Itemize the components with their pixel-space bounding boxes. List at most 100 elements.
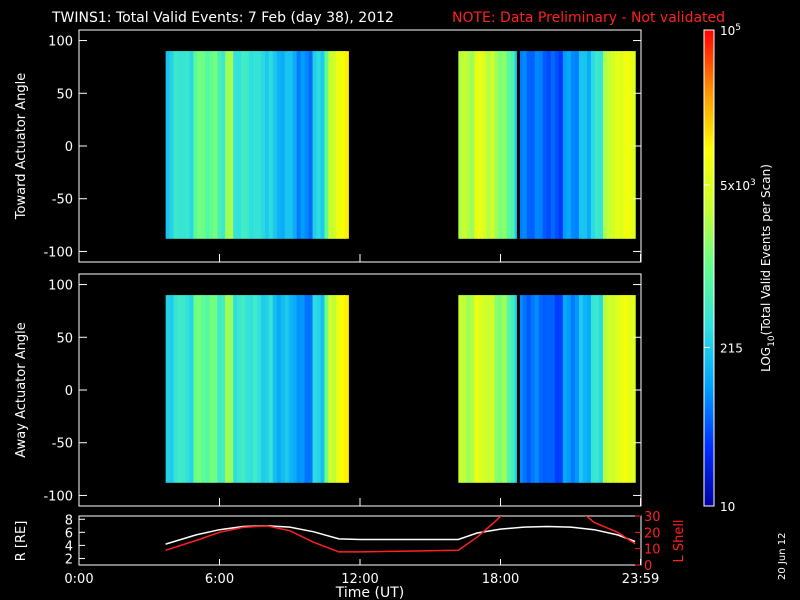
heatmap-cell (197, 295, 202, 483)
heatmap-cell (344, 51, 349, 239)
heatmap-cell (586, 51, 592, 239)
heatmap-cell (607, 51, 612, 239)
heatmap-cell (185, 295, 191, 483)
heatmap-cell (217, 295, 222, 483)
heatmap-cell (205, 295, 210, 483)
colorbar-tick-label: 10 (720, 500, 735, 514)
heatmap-cell (570, 51, 576, 239)
away-panel: 100 50 0 -50 -100 Away Actuator Angle (14, 273, 642, 507)
orbit-ylabel: R [RE] (14, 521, 29, 562)
heatmap-cell (245, 51, 250, 239)
heatmap-cell (490, 51, 496, 239)
heatmap-cell (237, 295, 242, 483)
heatmap-cell (534, 51, 540, 239)
heatmap-cell (510, 51, 516, 239)
heatmap-cell (189, 51, 195, 239)
heatmap-cell (566, 51, 572, 239)
heatmap-cell (245, 295, 250, 483)
heatmap-cell (241, 51, 246, 239)
heatmap-cell (534, 295, 540, 483)
heatmap-cell (611, 295, 616, 483)
x-tick-label: 18:00 (482, 572, 519, 587)
heatmap-cell (284, 51, 290, 239)
heatmap-cell (288, 295, 294, 483)
heatmap-cell (324, 51, 330, 239)
orbit-xlabel: Time (UT) (335, 585, 404, 600)
heatmap-cell (340, 295, 345, 483)
orbit-y-tick-label: 4 (65, 539, 73, 554)
heatmap-cell (288, 51, 294, 239)
heatmap-cell (233, 295, 238, 483)
heatmap-cell (217, 51, 222, 239)
orbit-y-tick-label-right: 0 (644, 559, 652, 574)
heatmap-cell (594, 295, 600, 483)
heatmap-cell (312, 51, 318, 239)
heatmap-cell (229, 295, 234, 483)
colorbar-scale (703, 29, 715, 507)
heatmap-cell (486, 51, 492, 239)
heatmap-cell (631, 51, 636, 239)
heatmap-cell (316, 295, 322, 483)
heatmap-cell (304, 51, 310, 239)
heatmap-cell (308, 295, 314, 483)
heatmap-cell (336, 51, 341, 239)
heatmap-cell (502, 51, 508, 239)
heatmap-cell (237, 51, 242, 239)
heatmap-cell (562, 295, 568, 483)
heatmap-cell (598, 51, 604, 239)
heatmap-cell (518, 51, 524, 239)
heatmap-cell (181, 295, 187, 483)
heatmap-cell (506, 295, 512, 483)
heatmap-cell (466, 295, 472, 483)
heatmap-cell (264, 295, 270, 483)
heatmap-cell (320, 295, 326, 483)
heatmap-cell (328, 51, 334, 239)
heatmap-cell (522, 295, 528, 483)
colorbar-tick-label: 5x103 (720, 178, 756, 193)
heatmap-cell (272, 295, 278, 483)
heatmap-cell (510, 295, 516, 483)
data-gap (516, 51, 520, 239)
heatmap-cell (312, 295, 318, 483)
y-tick-label: 50 (56, 87, 73, 102)
heatmap-cell (280, 51, 286, 239)
heatmap-cell (268, 51, 274, 239)
heatmap-cell (177, 51, 183, 239)
heatmap-cell (225, 295, 230, 483)
heatmap-cell (494, 51, 500, 239)
heatmap-cell (296, 51, 302, 239)
heatmap-cell (268, 295, 274, 483)
heatmap-cell (193, 51, 199, 239)
heatmap-cell (462, 51, 467, 239)
colorbar-tick-label: 215 (720, 341, 743, 355)
heatmap-cell (627, 51, 632, 239)
heatmap-cell (165, 51, 171, 239)
heatmap-cell (502, 295, 508, 483)
heatmap-cell (316, 51, 322, 239)
heatmap-cell (264, 51, 270, 239)
heatmap-cell (340, 51, 345, 239)
heatmap-cell (252, 51, 258, 239)
y-tick-label: 100 (48, 35, 73, 50)
heatmap-cell (586, 295, 592, 483)
heatmap-cell (582, 51, 588, 239)
heatmap-cell (482, 295, 488, 483)
heatmap-cell (177, 295, 183, 483)
heatmap-cell (280, 295, 286, 483)
heatmap-cell (542, 295, 548, 483)
heatmap-cell (478, 51, 484, 239)
heatmap-cell (627, 295, 632, 483)
heatmap-cell (546, 295, 552, 483)
heatmap-cell (611, 51, 616, 239)
heatmap-cell (256, 51, 262, 239)
orbit-y-tick-label-right: 10 (644, 543, 661, 558)
x-tick-label: 12:00 (341, 572, 378, 587)
plot-title: TWINS1: Total Valid Events: 7 Feb (day 3… (51, 10, 394, 26)
heatmap-cell (574, 51, 580, 239)
y-tick-label: 0 (65, 384, 73, 399)
heatmap-cell (623, 295, 628, 483)
heatmap-cell (201, 51, 206, 239)
heatmap-cell (304, 295, 310, 483)
heatmap-cell (474, 51, 480, 239)
